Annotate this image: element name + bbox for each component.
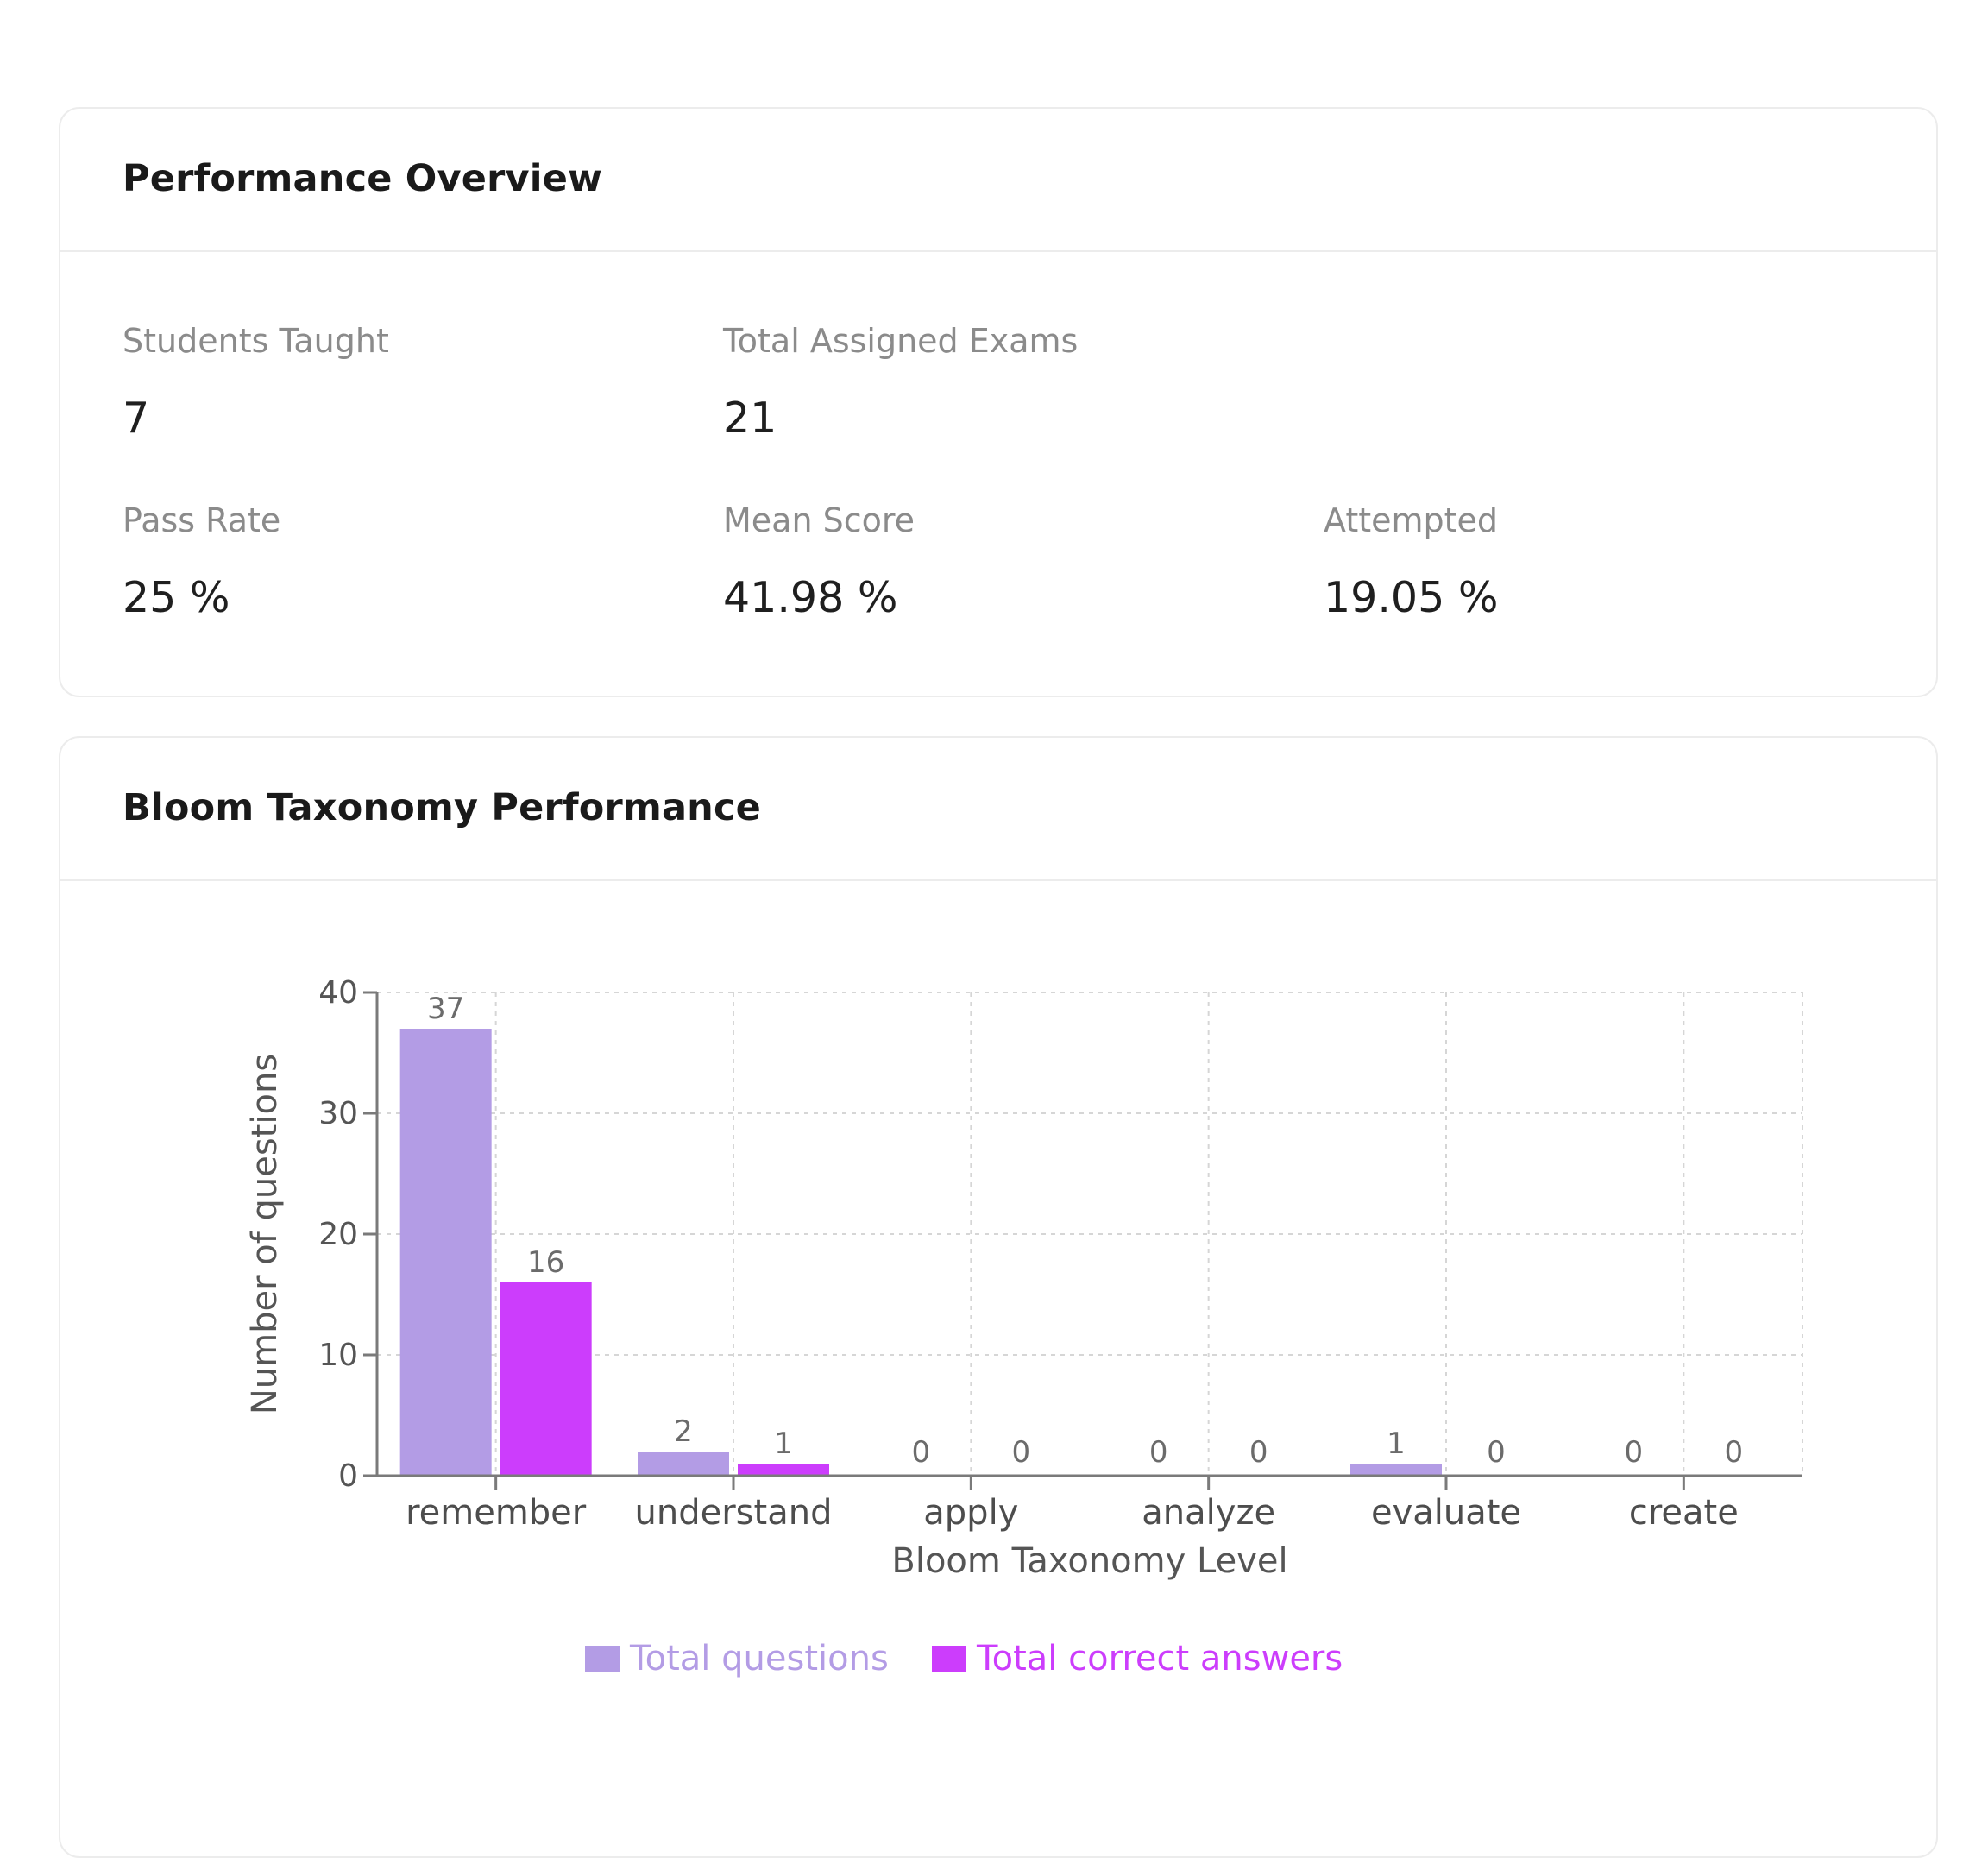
bloom-taxonomy-title: Bloom Taxonomy Performance xyxy=(123,786,762,829)
metric-label: Mean Score xyxy=(723,501,915,539)
metric-value: 41.98 % xyxy=(723,573,898,622)
metric-value: 7 xyxy=(123,394,150,443)
legend-label: Total correct answers xyxy=(976,1639,1343,1678)
bloom-taxonomy-card: Bloom Taxonomy Performance xyxy=(59,736,1938,1858)
bar-value-label: 16 xyxy=(527,1245,564,1280)
y-axis-title: Number of questions xyxy=(245,1054,285,1414)
legend-swatch xyxy=(585,1646,620,1672)
metric-label: Students Taught xyxy=(123,322,389,360)
y-tick-label: 40 xyxy=(318,975,358,1011)
bar xyxy=(1350,1464,1442,1476)
bar xyxy=(638,1452,729,1476)
x-tick-label: understand xyxy=(635,1493,833,1533)
y-tick-label: 10 xyxy=(318,1338,358,1373)
performance-overview-card: Performance Overview Students Taught 7 T… xyxy=(59,107,1938,697)
x-tick-label: evaluate xyxy=(1371,1493,1521,1533)
metric-attempted: Attempted 19.05 % xyxy=(1324,504,1876,619)
bar-value-label: 2 xyxy=(674,1414,693,1449)
x-tick-label: remember xyxy=(406,1493,587,1533)
legend-label: Total questions xyxy=(629,1639,889,1678)
y-tick-label: 20 xyxy=(318,1217,358,1252)
bar-value-label: 0 xyxy=(1012,1435,1031,1470)
metric-value: 21 xyxy=(723,394,777,443)
bar-value-label: 0 xyxy=(1487,1435,1506,1470)
metric-students-taught: Students Taught 7 xyxy=(123,324,675,439)
bar-value-label: 37 xyxy=(427,992,464,1026)
metric-pass-rate: Pass Rate 25 % xyxy=(123,504,675,619)
x-tick-label: apply xyxy=(923,1493,1018,1533)
x-tick-label: analyze xyxy=(1142,1493,1275,1533)
y-tick-label: 30 xyxy=(318,1096,358,1131)
bar xyxy=(738,1464,829,1476)
x-tick-label: create xyxy=(1629,1493,1739,1533)
metric-value: 25 % xyxy=(123,573,230,622)
y-tick-label: 0 xyxy=(338,1458,358,1494)
metric-label: Pass Rate xyxy=(123,501,281,539)
bar-value-label: 1 xyxy=(774,1427,793,1461)
metric-total-assigned-exams: Total Assigned Exams 21 xyxy=(723,324,1275,439)
bar xyxy=(399,1029,492,1476)
bar-value-label: 1 xyxy=(1387,1427,1406,1461)
bar-value-label: 0 xyxy=(1625,1435,1644,1470)
bar-value-label: 0 xyxy=(912,1435,931,1470)
bar-value-label: 0 xyxy=(1249,1435,1268,1470)
metric-value: 19.05 % xyxy=(1324,573,1499,622)
bar-value-label: 0 xyxy=(1149,1435,1168,1470)
x-axis-title: Bloom Taxonomy Level xyxy=(891,1541,1287,1581)
metric-mean-score: Mean Score 41.98 % xyxy=(723,504,1275,619)
bloom-taxonomy-header: Bloom Taxonomy Performance xyxy=(60,738,1936,881)
performance-overview-title: Performance Overview xyxy=(123,157,603,200)
bar-value-label: 0 xyxy=(1725,1435,1744,1470)
bar xyxy=(500,1282,592,1476)
legend-swatch xyxy=(932,1646,966,1672)
metric-label: Total Assigned Exams xyxy=(723,322,1079,360)
performance-overview-header: Performance Overview xyxy=(60,109,1936,252)
metric-label: Attempted xyxy=(1324,501,1499,539)
